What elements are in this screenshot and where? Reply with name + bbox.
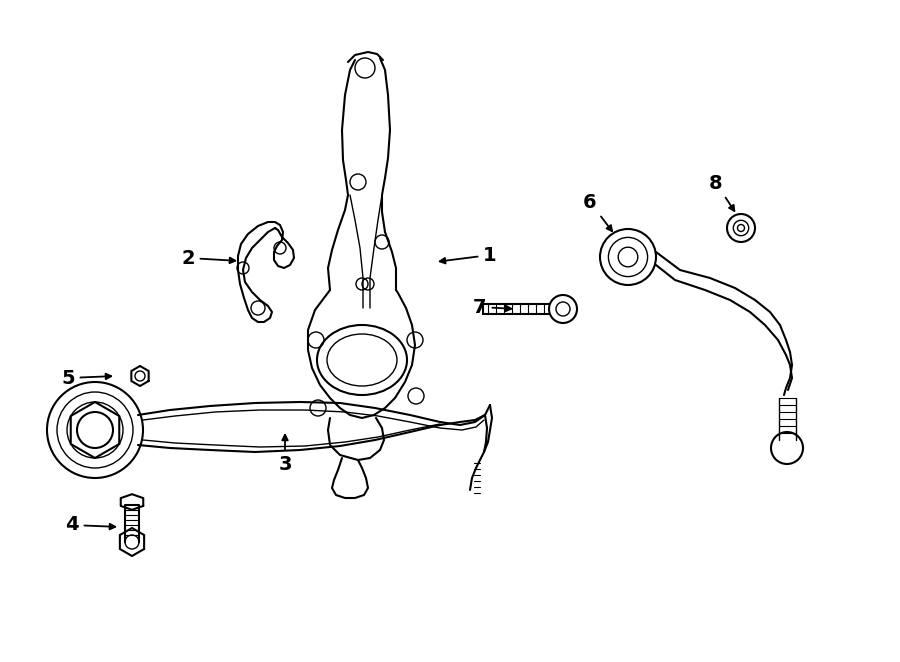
Text: 2: 2 — [181, 248, 235, 267]
Text: 7: 7 — [473, 297, 511, 316]
Text: 4: 4 — [65, 516, 115, 534]
Text: 3: 3 — [278, 435, 292, 475]
Text: 8: 8 — [709, 173, 734, 211]
Text: 1: 1 — [440, 246, 497, 265]
Text: 6: 6 — [583, 193, 612, 231]
Text: 5: 5 — [61, 369, 112, 387]
